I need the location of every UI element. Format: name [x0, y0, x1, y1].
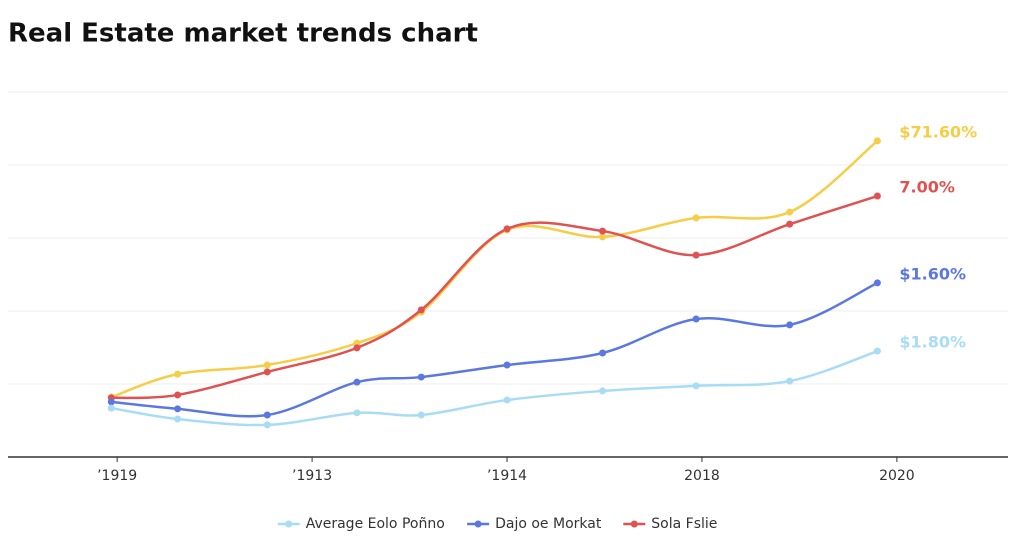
point — [107, 404, 115, 412]
point — [417, 411, 425, 419]
point — [417, 306, 425, 314]
point — [873, 192, 881, 200]
point — [417, 373, 425, 381]
point — [263, 421, 271, 429]
point — [263, 368, 271, 376]
x-tick-label: ’1913 — [292, 468, 332, 484]
end-label: $1.60% — [899, 264, 966, 283]
point — [873, 347, 881, 355]
legend-marker — [285, 520, 293, 528]
point — [174, 415, 182, 423]
point — [107, 398, 115, 406]
point — [174, 405, 182, 413]
point — [599, 387, 607, 395]
point — [263, 411, 271, 419]
point — [873, 137, 881, 145]
point — [786, 321, 794, 329]
point — [692, 315, 700, 323]
end-label: $71.60% — [899, 122, 977, 141]
point — [353, 344, 361, 352]
point — [692, 214, 700, 222]
point — [692, 251, 700, 259]
point — [786, 220, 794, 228]
legend-label: Sola Fslie — [651, 516, 717, 532]
x-tick-label: ’1914 — [487, 468, 527, 484]
point — [503, 225, 511, 233]
line — [111, 349, 878, 427]
point — [599, 233, 607, 241]
legend-label: Dajo oe Morkat — [495, 516, 602, 532]
chart-title: Real Estate market trends chart — [8, 19, 478, 49]
point — [786, 208, 794, 216]
point — [599, 227, 607, 235]
point — [503, 396, 511, 404]
legend-item: Average Eolo Poñno — [277, 516, 445, 532]
legend-label: Average Eolo Poñno — [306, 516, 445, 532]
point — [599, 349, 607, 357]
x-tick-label: 2018 — [684, 468, 720, 484]
point — [263, 361, 271, 369]
legend-item: Sola Fslie — [623, 516, 717, 532]
legend-marker — [474, 520, 482, 528]
point — [503, 361, 511, 369]
point — [174, 391, 182, 399]
line — [110, 139, 879, 399]
point — [174, 370, 182, 378]
point — [353, 378, 361, 386]
line — [111, 281, 878, 418]
x-tick-label: 2020 — [879, 468, 915, 484]
end-label: 7.00% — [899, 178, 955, 197]
point — [786, 377, 794, 385]
legend-marker — [630, 520, 638, 528]
end-label: $1.80% — [899, 333, 966, 352]
point — [692, 382, 700, 390]
point — [873, 279, 881, 287]
point — [353, 409, 361, 417]
legend-item: Dajo oe Morkat — [467, 516, 602, 532]
x-tick-label: ’1919 — [97, 468, 137, 484]
line — [111, 194, 878, 400]
